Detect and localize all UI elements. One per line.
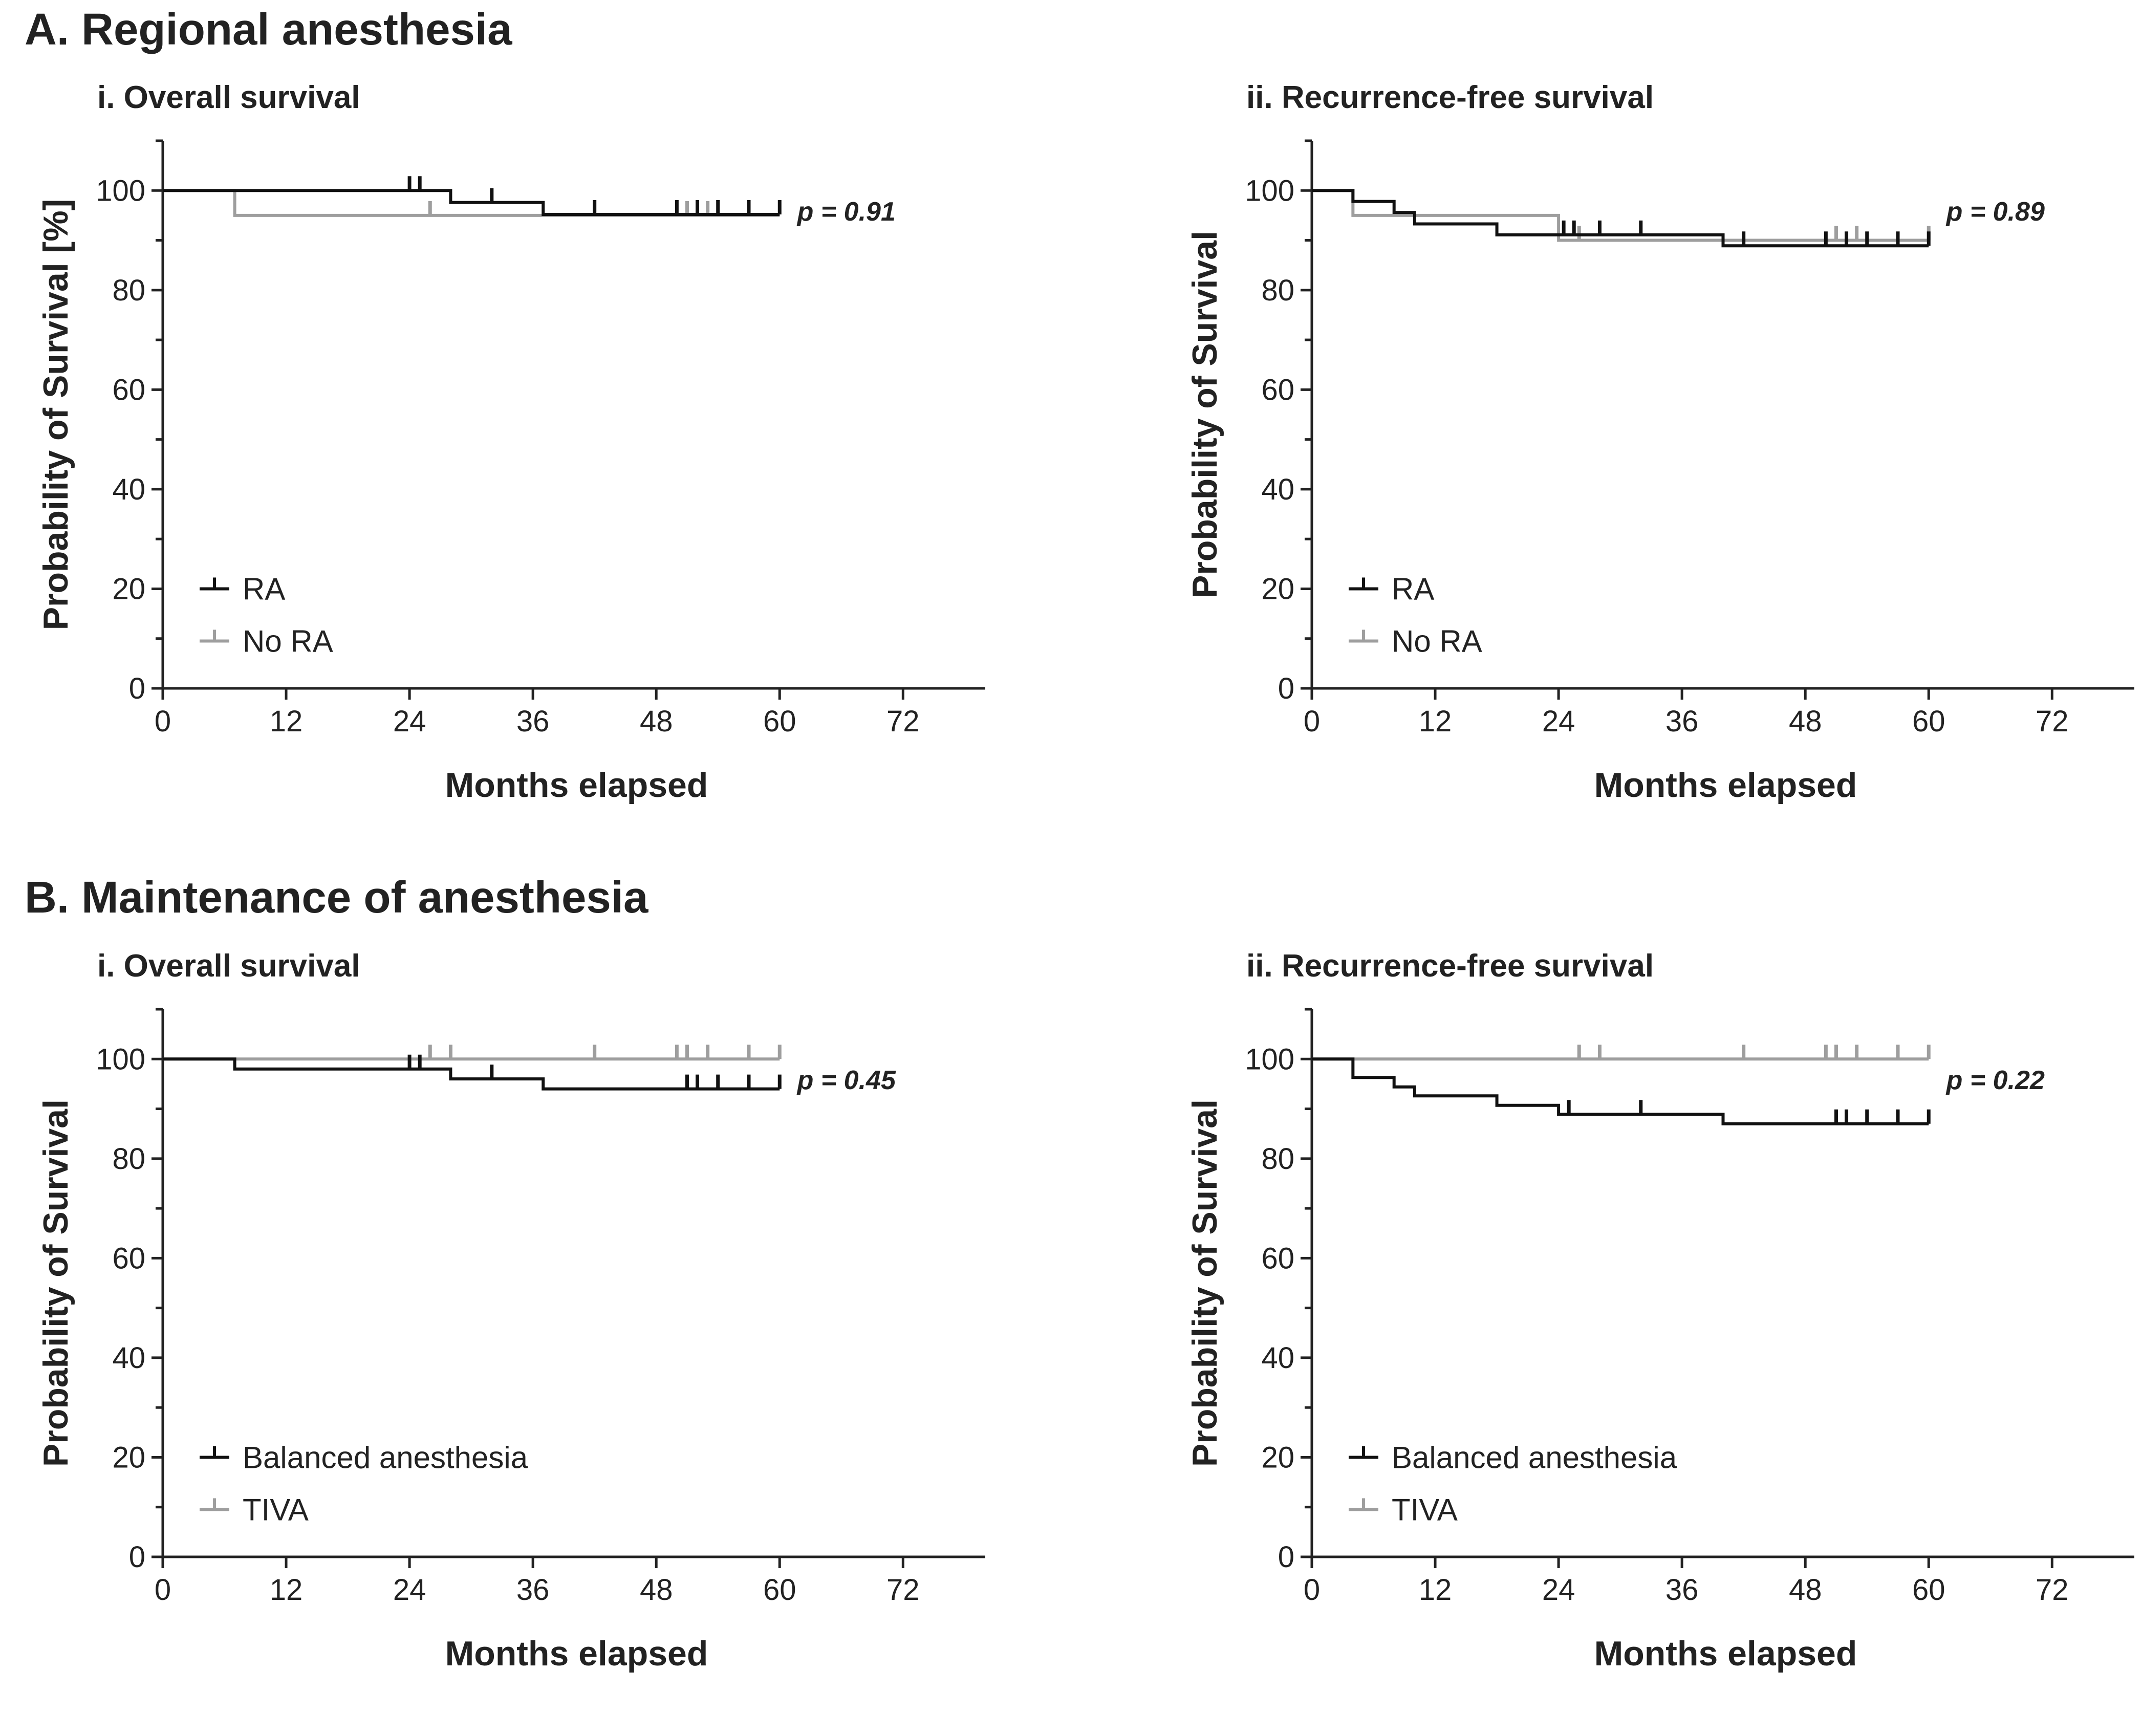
x-tick-label: 60 [1912, 705, 1945, 738]
x-axis-label: Months elapsed [1594, 766, 1857, 805]
x-tick-label: 0 [155, 705, 171, 738]
x-tick-label: 0 [155, 1573, 171, 1607]
y-tick-label: 40 [112, 1341, 145, 1375]
legend-label: No RA [1392, 624, 1482, 658]
y-tick-label: 0 [1278, 672, 1294, 705]
legend-label: Balanced anesthesia [243, 1440, 528, 1474]
x-tick-label: 12 [270, 1573, 303, 1607]
section-title-b: B. Maintenance of anesthesia [25, 873, 648, 922]
x-tick-label: 48 [640, 705, 673, 738]
legend-label: Balanced anesthesia [1392, 1440, 1677, 1474]
panel-a-recurrence-free-survival: ii. Recurrence-free survival 0 20 40 60 80 10… [1149, 69, 2142, 867]
y-tick-label: 80 [1261, 1142, 1294, 1176]
y-tick-label: 40 [1261, 1341, 1294, 1375]
x-tick-label: 36 [1665, 705, 1699, 738]
x-tick-label: 36 [1665, 1573, 1699, 1607]
x-axis-label: Months elapsed [445, 1634, 708, 1673]
x-tick-label: 36 [516, 705, 550, 738]
y-tick-label: 80 [1261, 274, 1294, 307]
y-tick-label: 40 [112, 473, 145, 506]
y-axis-label: Probability of Survival [36, 1099, 75, 1467]
panel-title: i. Overall survival [97, 948, 360, 984]
p-value-label: p = 0.89 [1945, 197, 2045, 227]
y-tick-label: 20 [1261, 572, 1294, 605]
x-tick-label: 12 [270, 705, 303, 738]
x-tick-label: 12 [1419, 705, 1452, 738]
y-tick-label: 60 [112, 1242, 145, 1275]
x-tick-label: 72 [886, 705, 920, 738]
x-tick-label: 12 [1419, 1573, 1452, 1607]
y-tick-label: 0 [1278, 1540, 1294, 1574]
km-chart-b-ii: 0 20 40 60 80 100 0 12 24 36 48 60 72 Months elapsed P… [1185, 1008, 2134, 1673]
series-line-0 [163, 189, 780, 216]
x-tick-label: 72 [2036, 705, 2069, 738]
panel-b-recurrence-free-survival: ii. Recurrence-free survival 0 20 40 60 80 10… [1149, 938, 2142, 1736]
y-axis-label: Probability of Survival [%] [36, 199, 75, 631]
y-tick-label: 20 [112, 1441, 145, 1474]
x-tick-label: 48 [640, 1573, 673, 1607]
y-tick-label: 100 [1245, 174, 1294, 207]
series-line-0 [1312, 1057, 1929, 1125]
km-chart-b-i: 0 20 40 60 80 100 0 12 24 36 48 60 72 Months elapsed P… [36, 1008, 985, 1673]
panel-b-overall-survival: i. Overall survival 0 20 40 60 80 100 0 12 24 36 4… [0, 938, 1044, 1736]
legend-label: RA [243, 572, 285, 606]
y-tick-label: 0 [129, 672, 145, 705]
y-tick-label: 60 [1261, 373, 1294, 406]
y-tick-label: 100 [1245, 1043, 1294, 1076]
legend-label: TIVA [243, 1492, 309, 1527]
p-value-label: p = 0.91 [796, 197, 896, 227]
x-tick-label: 24 [1542, 705, 1575, 738]
y-tick-label: 0 [129, 1540, 145, 1574]
legend-label: No RA [243, 624, 333, 658]
km-chart-a-i: 0 20 40 60 80 100 0 12 24 36 48 60 72 Months elapsed P… [36, 139, 985, 805]
panel-title: ii. Recurrence-free survival [1246, 80, 1654, 115]
x-tick-label: 48 [1789, 1573, 1822, 1607]
y-tick-label: 80 [112, 1142, 145, 1176]
legend-label: RA [1392, 572, 1434, 606]
x-tick-label: 60 [763, 1573, 796, 1607]
y-tick-label: 100 [96, 1043, 145, 1076]
y-tick-label: 20 [1261, 1441, 1294, 1474]
section-title-a: A. Regional anesthesia [25, 5, 512, 54]
p-value-label: p = 0.22 [1945, 1066, 2045, 1095]
x-tick-label: 60 [1912, 1573, 1945, 1607]
y-tick-label: 40 [1261, 473, 1294, 506]
x-tick-label: 24 [393, 705, 426, 738]
y-tick-label: 60 [112, 373, 145, 406]
x-tick-label: 36 [516, 1573, 550, 1607]
series-line-0 [163, 1057, 780, 1091]
x-axis-label: Months elapsed [445, 766, 708, 805]
y-axis-label: Probability of Survival [1185, 1099, 1224, 1467]
x-tick-label: 48 [1789, 705, 1822, 738]
x-tick-label: 0 [1304, 1573, 1320, 1607]
p-value-label: p = 0.45 [796, 1066, 896, 1095]
x-tick-label: 60 [763, 705, 796, 738]
x-axis-label: Months elapsed [1594, 1634, 1857, 1673]
x-tick-label: 72 [886, 1573, 920, 1607]
y-axis-label: Probability of Survival [1185, 231, 1224, 598]
panel-title: ii. Recurrence-free survival [1246, 948, 1654, 984]
panel-a-overall-survival: i. Overall survival 0 20 40 60 80 100 0 12 24 36 4… [0, 69, 1044, 867]
x-tick-label: 72 [2036, 1573, 2069, 1607]
y-tick-label: 60 [1261, 1242, 1294, 1275]
y-tick-label: 80 [112, 274, 145, 307]
panel-title: i. Overall survival [97, 80, 360, 115]
km-chart-a-ii: 0 20 40 60 80 100 0 12 24 36 48 60 72 Months elapsed P… [1185, 139, 2134, 805]
y-tick-label: 100 [96, 174, 145, 207]
x-tick-label: 24 [393, 1573, 426, 1607]
legend-label: TIVA [1392, 1492, 1458, 1527]
x-tick-label: 0 [1304, 705, 1320, 738]
y-tick-label: 20 [112, 572, 145, 605]
series-line-0 [1312, 189, 1929, 248]
x-tick-label: 24 [1542, 1573, 1575, 1607]
